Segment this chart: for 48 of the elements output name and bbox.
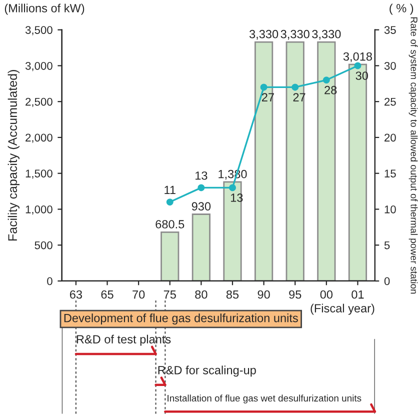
x-axis-title: (Fiscal year) — [310, 304, 374, 315]
x-tick-label: 75 — [164, 290, 176, 299]
x-tick-label: 90 — [258, 290, 270, 299]
x-tick-label: 01 — [352, 290, 364, 299]
text: R&D of test plants — [76, 334, 171, 346]
y-tick-label: 1,000 — [26, 205, 52, 215]
y-tick-label: 2,000 — [26, 134, 52, 143]
y2-tick-label: 35 — [384, 26, 396, 34]
y2-tick-label: 5 — [384, 241, 390, 250]
y-tick-label: 3,000 — [25, 62, 52, 72]
text: ( % ) — [390, 4, 414, 15]
x-tick-label: 00 — [320, 290, 333, 299]
data-label: 3,330 — [249, 30, 278, 40]
data-label: 11 — [164, 186, 176, 194]
text: (Millions of kW) — [4, 4, 84, 15]
data-label: 27 — [293, 93, 306, 102]
data-label: 30 — [356, 72, 368, 80]
x-tick-label: 80 — [195, 290, 208, 299]
text: Development of flue gas desulfurization units — [64, 314, 298, 325]
data-label: 3,330 — [312, 30, 341, 40]
y2-tick-label: 20 — [384, 134, 396, 142]
data-label: 13 — [230, 194, 243, 202]
y-tick-label: 0 — [47, 277, 52, 286]
y2-axis-title: Rate of system capacity to allowed output of thermal power station — [408, 17, 418, 294]
data-label: 3,330 — [280, 30, 310, 40]
x-tick-label: 70 — [132, 290, 145, 299]
y2-tick-label: 10 — [384, 205, 396, 214]
data-label: 930 — [192, 202, 211, 211]
data-label: 680.5 — [156, 220, 184, 228]
x-tick-label: 95 — [289, 290, 302, 299]
y-axis-title: Facility capacity (Accumulated) — [8, 70, 20, 241]
x-tick-label: 85 — [226, 290, 239, 299]
data-label: 13 — [196, 171, 208, 180]
y2-tick-label: 15 — [384, 170, 396, 178]
y2-tick-label: 25 — [384, 98, 396, 106]
data-label: 3,018 — [343, 52, 372, 62]
text: Installation of flue gas wet desulfurization units — [168, 394, 362, 404]
y-tick-label: 3,500 — [25, 26, 52, 36]
data-label: 28 — [324, 86, 337, 94]
text: R&D for scaling-up — [158, 366, 256, 377]
y-tick-label: 2,500 — [26, 98, 52, 108]
y-tick-label: 500 — [34, 241, 52, 250]
x-tick-label: 65 — [101, 290, 114, 299]
y2-tick-label: 0 — [384, 277, 390, 286]
y-tick-label: 1,500 — [26, 170, 52, 179]
data-label: 27 — [262, 93, 274, 102]
x-tick-label: 63 — [70, 290, 82, 299]
y2-tick-label: 30 — [384, 62, 396, 70]
